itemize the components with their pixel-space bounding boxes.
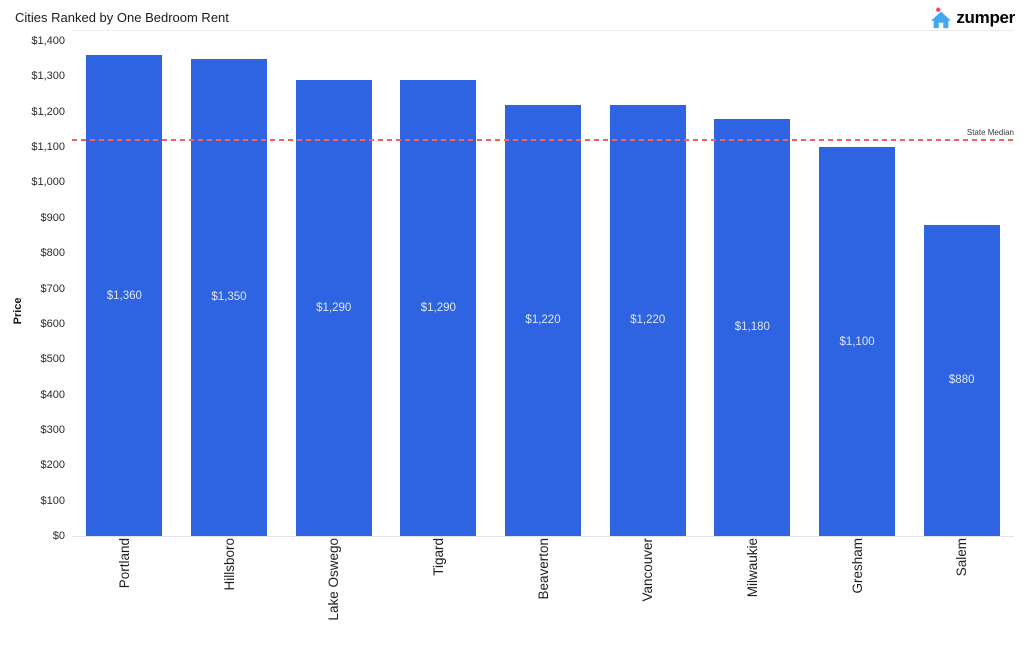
bar-value-label: $1,350	[211, 291, 247, 304]
x-label-slot: Hillsboro	[177, 538, 282, 597]
y-tick-label: $100	[40, 494, 65, 507]
x-label-salem: Salem	[954, 538, 970, 577]
x-label-slot: Gresham	[805, 538, 910, 600]
x-label-milwaukie: Milwaukie	[744, 538, 760, 598]
bar-value-label: $1,290	[316, 301, 352, 314]
y-tick-label: $800	[40, 247, 65, 260]
x-label-slot: Tigard	[386, 538, 491, 582]
bar-value-label: $1,290	[420, 301, 456, 314]
x-label-vancouver: Vancouver	[640, 538, 656, 602]
x-label-slot: Milwaukie	[700, 538, 805, 603]
chart-title: Cities Ranked by One Bedroom Rent	[15, 10, 229, 25]
x-label-beaverton: Beaverton	[535, 538, 551, 600]
y-tick-label: $400	[40, 388, 65, 401]
bar-slot: $1,220	[595, 31, 700, 536]
bar-lake-oswego[interactable]: $1,290	[295, 79, 372, 536]
house-icon	[931, 7, 952, 29]
x-label-hillsboro: Hillsboro	[221, 538, 237, 591]
y-tick-label: $200	[40, 459, 65, 472]
bar-slot: $1,360	[72, 31, 177, 536]
x-label-gresham: Gresham	[849, 538, 865, 594]
bar-value-label: $1,220	[525, 314, 561, 327]
bar-value-label: $1,360	[106, 289, 142, 302]
x-label-slot: Beaverton	[491, 538, 596, 606]
bar-tigard[interactable]: $1,290	[400, 79, 477, 536]
state-median-line	[72, 139, 1014, 141]
y-tick-label: $1,400	[31, 35, 65, 47]
x-label-slot: Lake Oswego	[281, 538, 386, 627]
bar-slot: $1,220	[491, 31, 596, 536]
bar-slot: $1,290	[386, 31, 491, 536]
y-tick-label: $0	[52, 530, 65, 542]
y-tick-label: $1,000	[31, 176, 65, 189]
x-label-slot: Portland	[72, 538, 177, 594]
y-tick-label: $600	[40, 317, 65, 330]
bar-value-label: $1,220	[630, 314, 666, 327]
x-label-portland: Portland	[116, 538, 132, 589]
bar-portland[interactable]: $1,360	[86, 55, 163, 536]
bar-salem[interactable]: $880	[923, 224, 1000, 536]
plot-area: Price $1,360 $1,350 $1,290 $1,290 $1,220 $1,2…	[12, 30, 1014, 542]
y-tick-label: $900	[40, 211, 65, 224]
y-tick-label: $1,200	[31, 105, 65, 118]
zumper-logo[interactable]: zumper	[930, 7, 1015, 29]
x-label-lake-oswego: Lake Oswego	[326, 538, 342, 621]
bar-slot: $1,100	[805, 31, 910, 536]
y-tick-label: $700	[40, 282, 65, 295]
x-label-slot: Salem	[909, 538, 1014, 582]
bar-value-label: $880	[948, 374, 975, 387]
x-label-slot: Vancouver	[595, 538, 700, 608]
bar-milwaukie[interactable]: $1,180	[714, 118, 791, 536]
bar-slot: $1,180	[700, 31, 805, 536]
bar-slot: $1,290	[281, 31, 386, 536]
bar-gresham[interactable]: $1,100	[819, 147, 896, 536]
state-median-label: State Median	[966, 128, 1014, 137]
x-axis-labels: Portland Hillsboro Lake Oswego Tigard Beaver…	[72, 538, 1014, 664]
bars-container: $1,360 $1,350 $1,290 $1,290 $1,220 $1,220 $1,1…	[72, 31, 1014, 536]
bar-vancouver[interactable]: $1,220	[609, 104, 686, 536]
bar-hillsboro[interactable]: $1,350	[191, 58, 267, 536]
bar-beaverton[interactable]: $1,220	[505, 104, 582, 536]
y-tick-label: $1,300	[31, 70, 65, 83]
bar-value-label: $1,180	[734, 321, 770, 334]
bar-value-label: $1,100	[839, 335, 875, 348]
y-tick-label: $500	[40, 353, 65, 366]
x-label-tigard: Tigard	[430, 538, 446, 576]
y-tick-label: $1,100	[31, 141, 65, 154]
zumper-logo-text: zumper	[956, 8, 1015, 27]
y-tick-label: $300	[40, 423, 65, 436]
bar-slot: $1,350	[177, 31, 282, 536]
bar-slot: $880	[909, 31, 1014, 536]
